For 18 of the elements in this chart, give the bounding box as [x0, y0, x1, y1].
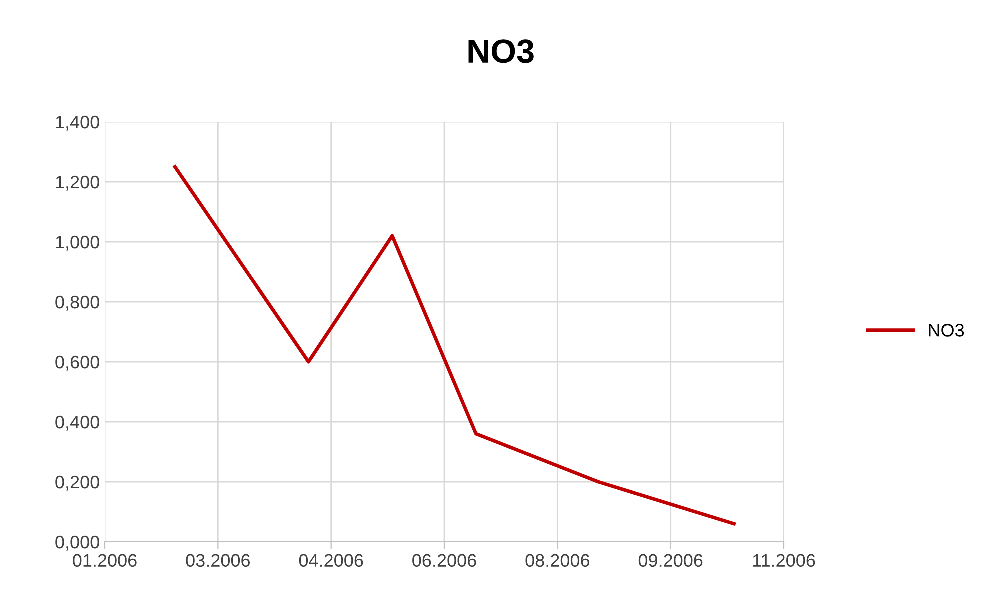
- x-tick-label: 03.2006: [186, 554, 250, 568]
- y-tick-label: 1,200: [56, 176, 100, 191]
- y-tick-label: 0,200: [56, 476, 100, 491]
- line-series: [173, 165, 736, 526]
- x-tick-label: 09.2006: [638, 554, 703, 568]
- y-tick-label: 0,400: [56, 416, 100, 431]
- legend-label: NO3: [929, 324, 964, 337]
- x-tick-label: 08.2006: [526, 554, 590, 568]
- y-tick-label: 0,000: [56, 536, 100, 551]
- x-tick-label: 11.2006: [753, 554, 816, 568]
- chart-title: NO3: [468, 40, 534, 64]
- y-tick-label: 1,400: [56, 116, 100, 131]
- x-tick-label: 04.2006: [299, 554, 364, 568]
- x-tick-label: 01.2006: [73, 554, 137, 568]
- x-tick-label: 06.2006: [412, 554, 476, 568]
- y-tick-label: 1,000: [56, 236, 100, 251]
- y-tick-label: 0,800: [56, 296, 100, 311]
- y-tick-label: 0,600: [56, 356, 100, 371]
